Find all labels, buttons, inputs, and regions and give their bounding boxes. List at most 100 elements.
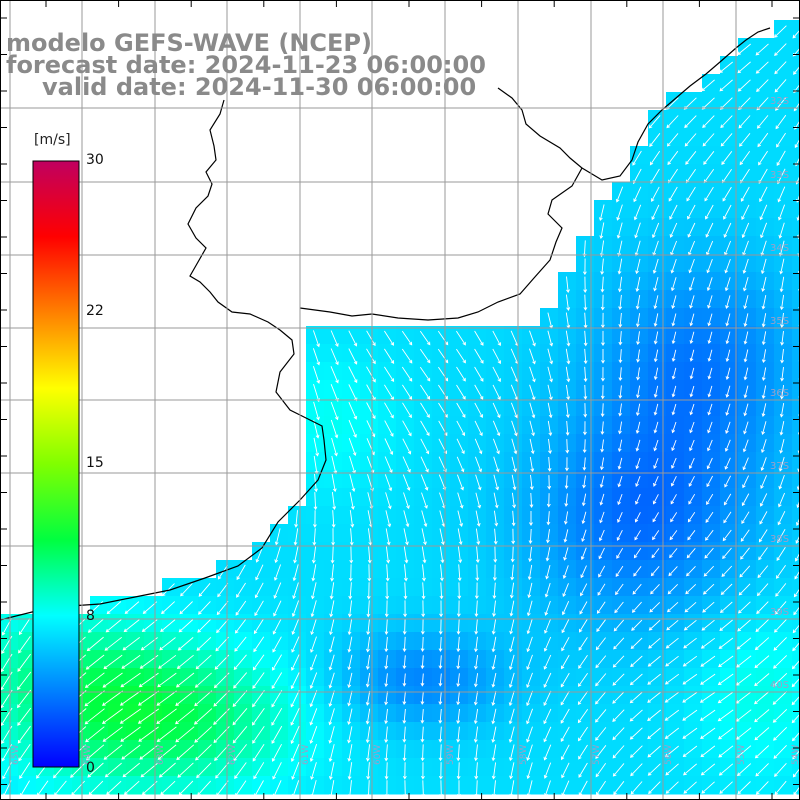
wind-arrow	[473, 655, 479, 670]
wind-arrow	[665, 97, 679, 110]
wind-arrow	[330, 330, 339, 348]
wind-arrow	[420, 384, 431, 400]
wind-arrow	[403, 600, 407, 618]
wind-arrow	[653, 457, 659, 470]
wind-arrow	[349, 474, 356, 492]
wind-arrow	[688, 277, 695, 292]
wind-arrow	[421, 780, 426, 798]
wind-arrow	[578, 726, 588, 742]
wind-arrow	[528, 546, 533, 563]
wind-arrow	[634, 222, 641, 239]
wind-arrow	[180, 583, 193, 597]
wind-arrow	[526, 744, 533, 761]
wind-arrow	[313, 492, 318, 511]
wind-cell	[792, 506, 800, 525]
wind-arrow	[647, 745, 661, 758]
wind-arrow	[526, 636, 533, 653]
wind-arrow	[508, 672, 515, 689]
wind-arrow	[456, 456, 465, 473]
wind-arrow	[272, 780, 282, 798]
wind-arrow	[233, 744, 247, 762]
wind-arrow	[632, 583, 642, 595]
wind-arrow	[232, 708, 248, 726]
wind-arrow	[254, 582, 264, 599]
wind-arrow	[492, 438, 500, 455]
wind-arrow	[671, 421, 677, 434]
wind-arrow	[683, 763, 697, 776]
wind-arrow	[492, 564, 497, 581]
wind-arrow	[544, 600, 551, 616]
wind-arrow	[86, 636, 104, 652]
wind-arrow	[754, 655, 770, 669]
wind-arrow	[543, 744, 552, 761]
wind-arrow	[526, 780, 533, 798]
wind-arrow	[725, 403, 731, 416]
wind-arrow	[664, 727, 680, 739]
wind-arrow	[670, 258, 677, 274]
wind-arrow	[422, 564, 426, 582]
wind-arrow	[648, 619, 661, 631]
wind-arrow	[543, 672, 552, 688]
wind-arrow	[438, 762, 443, 780]
wind-arrow	[547, 348, 554, 365]
wind-arrow	[671, 367, 677, 380]
wind-arrow	[597, 583, 606, 596]
wind-arrow	[491, 672, 497, 688]
wind-arrow	[725, 367, 731, 380]
wind-arrow	[473, 726, 479, 743]
wind-arrow	[724, 475, 732, 488]
colorbar-tick-30: 30	[86, 152, 104, 168]
wind-arrow	[653, 313, 659, 327]
lat-label: 38S	[770, 534, 789, 545]
wind-arrow	[703, 565, 715, 577]
wind-cell	[792, 380, 800, 399]
wind-arrow	[583, 384, 588, 400]
wind-arrow	[761, 295, 767, 310]
wind-arrow	[403, 510, 410, 528]
wind-arrow	[636, 331, 640, 345]
wind-arrow	[761, 421, 767, 436]
wind-arrow	[600, 294, 605, 311]
wind-arrow	[737, 619, 751, 632]
wind-arrow	[157, 744, 177, 760]
wind-arrow	[759, 511, 768, 525]
wind-arrow	[492, 366, 501, 383]
wind-arrow	[757, 132, 769, 148]
wind-arrow	[313, 510, 317, 528]
wind-arrow	[402, 762, 407, 780]
wind-arrow	[175, 708, 195, 725]
wind-arrow	[618, 403, 623, 417]
wind-arrow	[718, 637, 734, 650]
wind-arrow	[668, 186, 678, 202]
wind-arrow	[689, 295, 695, 309]
wind-arrow	[720, 115, 733, 129]
wind-arrow	[402, 691, 407, 705]
wind-arrow	[743, 421, 749, 435]
wind-arrow	[717, 673, 734, 686]
wind-arrow	[509, 582, 515, 599]
wind-arrow	[612, 727, 625, 741]
wind-arrow	[774, 762, 787, 777]
wind-arrow	[475, 564, 480, 582]
wind-arrow	[702, 601, 715, 613]
wind-arrow	[456, 348, 466, 364]
wind-arrow	[309, 672, 318, 690]
wind-cell	[792, 704, 800, 723]
wind-arrow	[103, 744, 123, 760]
wind-arrow	[272, 636, 282, 653]
wind-arrow	[664, 673, 680, 685]
wind-arrow	[760, 475, 768, 490]
wind-arrow	[705, 222, 714, 238]
wind-arrow	[719, 61, 733, 73]
wind-arrow	[420, 636, 425, 652]
wind-arrow	[779, 258, 785, 275]
wind-arrow	[705, 511, 714, 523]
wind-arrow	[17, 725, 31, 744]
wind-arrow	[700, 745, 716, 758]
wind-arrow	[87, 762, 104, 778]
wind-arrow	[758, 529, 768, 543]
wind-arrow	[561, 618, 570, 634]
wind-arrow	[384, 618, 389, 635]
wind-arrow	[198, 583, 211, 597]
wind-arrow	[612, 655, 625, 668]
